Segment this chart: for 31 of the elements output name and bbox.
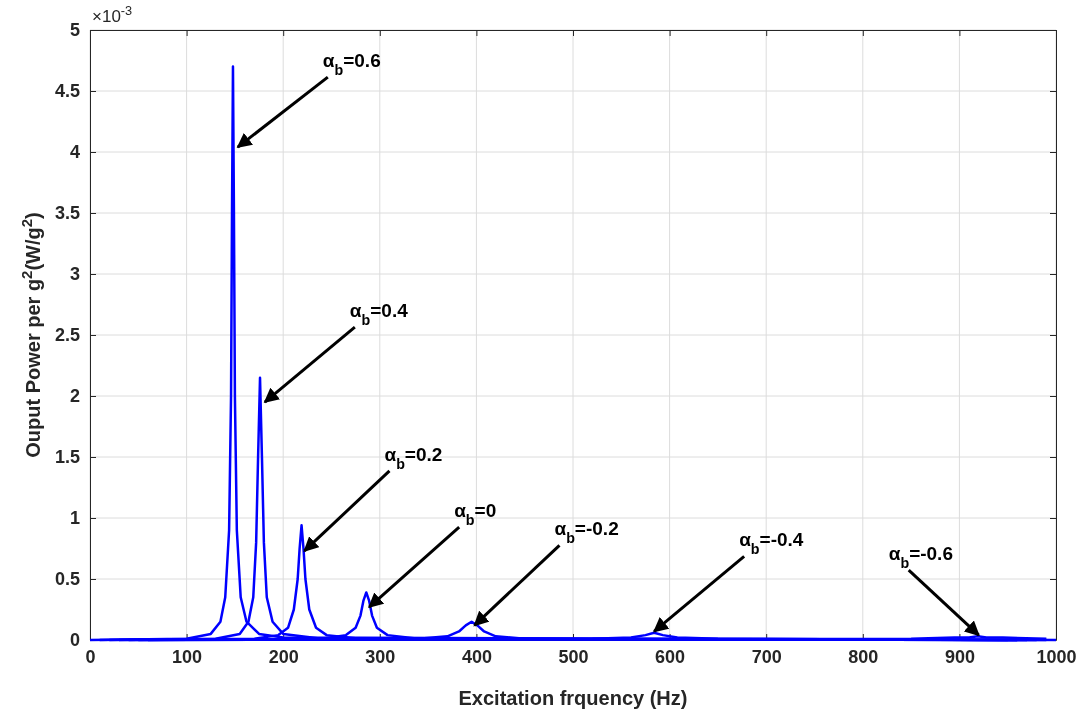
y-tick-label: 2.5 [54, 325, 80, 346]
annotation: α$_{b}$=-0.6 [888, 543, 953, 572]
x-tick-label: 300 [365, 646, 396, 667]
x-tick-label: 1000 [1036, 646, 1077, 667]
annotation: α$_{b}$=0 [454, 500, 497, 529]
annotation: α$_{b}$=0.6 [322, 50, 381, 79]
text: ×10$^{-3}$ [92, 2, 133, 26]
x-tick-label: 200 [268, 646, 299, 667]
y-tick-label: 5 [69, 20, 80, 41]
x-tick-label: 0 [85, 646, 96, 667]
y-tick-label: 3 [69, 264, 80, 285]
annotation: α$_{b}$=0.4 [349, 300, 409, 329]
y-tick-label: 3.5 [54, 203, 80, 224]
annotation: α$_{b}$=-0.4 [739, 529, 804, 558]
y-tick-label: 0.5 [54, 569, 80, 590]
y-tick-label: 1 [69, 508, 80, 529]
y-tick-label: 4.5 [54, 81, 80, 102]
y-tick-label: 0 [69, 630, 80, 651]
x-tick-label: 500 [558, 646, 589, 667]
y-tick-label: 1.5 [54, 447, 80, 468]
y-tick-label: 4 [69, 142, 80, 163]
x-tick-label: 400 [461, 646, 492, 667]
x-axis-title: Excitation frquency (Hz) [458, 687, 688, 709]
x-tick-label: 100 [172, 646, 203, 667]
x-tick-label: 700 [751, 646, 782, 667]
annotation: α$_{b}$=0.2 [384, 443, 443, 472]
x-tick-label: 600 [655, 646, 686, 667]
x-tick-label: 800 [848, 646, 879, 667]
y-tick-label: 2 [69, 386, 80, 407]
annotation: α$_{b}$=-0.2 [554, 518, 619, 547]
x-tick-label: 900 [944, 646, 975, 667]
